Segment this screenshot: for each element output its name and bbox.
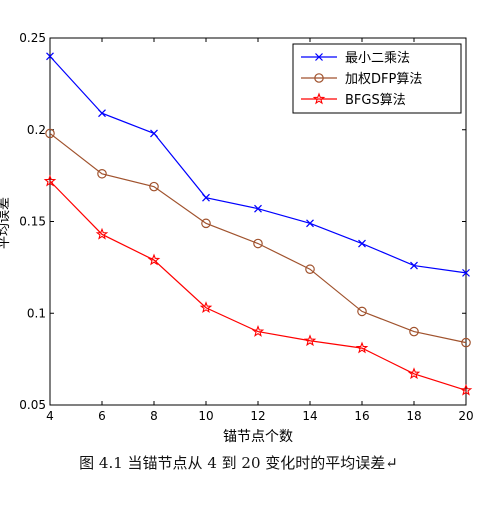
data-point-s2: [357, 306, 367, 317]
x-tick-label: 6: [98, 409, 106, 423]
series-line-2: [49, 132, 467, 344]
data-point-s2: [45, 128, 55, 139]
data-point-s1: [46, 52, 54, 61]
x-tick-label: 10: [198, 409, 213, 423]
x-tick-label: 20: [458, 409, 473, 423]
x-tick-label: 12: [250, 409, 265, 423]
x-tick-label: 4: [46, 409, 54, 423]
data-point-s1: [150, 129, 158, 138]
y-tick-label: 0.1: [27, 306, 46, 320]
y-axis-label: 平均误差: [0, 197, 12, 249]
data-point-s1: [462, 268, 470, 277]
data-point-s1: [98, 109, 106, 118]
data-point-s2: [201, 218, 211, 229]
data-point-s2: [97, 168, 107, 179]
data-point-s1: [358, 239, 366, 248]
series-line-3: [49, 180, 467, 391]
legend-marker: [314, 73, 324, 83]
y-tick-label: 0.2: [27, 123, 46, 137]
figure-caption: 图 4.1 当锚节点从 4 到 20 变化时的平均误差↵: [79, 454, 398, 472]
data-point-s2: [409, 326, 419, 337]
data-point-s3: [147, 253, 161, 266]
data-point-s3: [199, 301, 213, 314]
legend-marker: [315, 53, 323, 61]
data-point-s3: [355, 341, 369, 354]
y-tick-label: 0.25: [19, 31, 46, 45]
x-tick-label: 16: [354, 409, 369, 423]
x-tick-label: 18: [406, 409, 421, 423]
data-point-s2: [253, 238, 263, 249]
data-point-s3: [303, 334, 317, 347]
data-point-s2: [461, 337, 471, 348]
legend-label: 最小二乘法: [345, 51, 410, 66]
legend-marker: [312, 92, 326, 105]
data-point-s3: [251, 325, 265, 337]
y-tick-label: 0.15: [19, 215, 46, 229]
data-point-s2: [305, 264, 315, 275]
x-tick-label: 14: [302, 409, 317, 423]
data-point-s1: [254, 204, 262, 213]
x-tick-label: 8: [150, 409, 158, 423]
x-axis-label: 锚节点个数: [223, 429, 293, 445]
legend-label: 加权DFP算法: [345, 71, 422, 87]
legend-label: BFGS算法: [345, 93, 406, 108]
y-tick-label: 0.05: [19, 398, 46, 412]
line-chart: 4 6 8 10 12 14 16 18 20 0.05 0.1 0.15 0.2 0.25 最小二乘法加权…: [0, 31, 474, 445]
data-point-s2: [149, 181, 159, 192]
data-point-s1: [306, 219, 314, 228]
data-point-s3: [459, 383, 473, 396]
data-point-s1: [410, 261, 418, 270]
data-point-s3: [407, 367, 421, 380]
data-point-s3: [43, 174, 57, 187]
data-point-s1: [202, 193, 210, 202]
data-point-s3: [95, 227, 109, 240]
